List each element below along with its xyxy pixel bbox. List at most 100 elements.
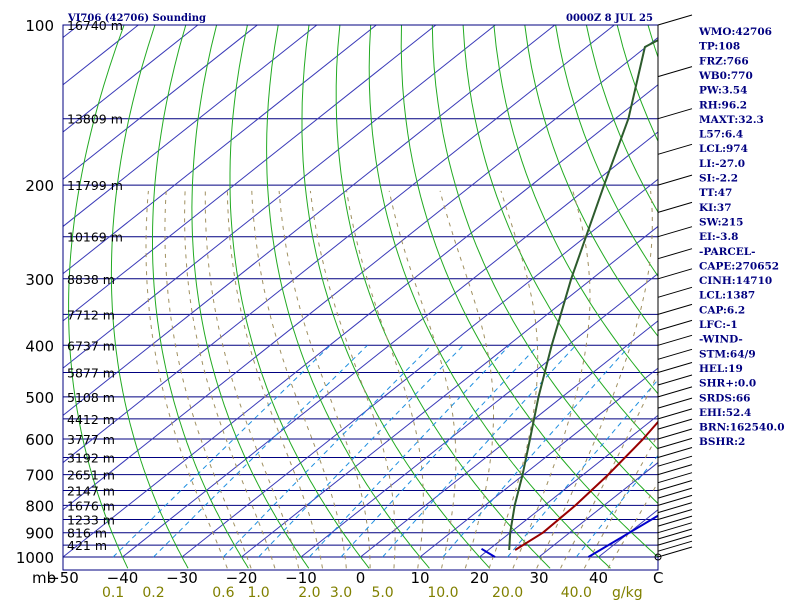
isotherm-line [63,25,496,369]
moist-adiabat-line [309,190,396,569]
height-label: 16740 m [67,18,123,33]
pressure-tick-label: 700 [25,467,54,485]
dry-adiabat-line [493,25,658,395]
profile-series-line-1 [508,39,658,551]
dry-adiabat-line [431,25,658,505]
mixing-ratio-line [507,379,658,558]
wind-barb [657,226,693,238]
mixing-ratio-tick-label: 10.0 [427,585,458,600]
wind-barb [657,509,693,520]
height-label: 2147 m [67,484,115,499]
isotherm-line [181,178,658,558]
wind-barb [657,14,693,26]
index-value: KI:37 [699,202,732,214]
mixing-ratio-line [382,344,577,558]
index-value: L57:6.4 [699,129,743,141]
moist-adiabat-line [184,190,276,569]
isotherm-line [63,25,377,275]
mixing-ratio-tick-label: 0.2 [142,585,164,600]
height-label: 1233 m [67,513,115,528]
pressure-tick-label: 400 [25,337,54,355]
temperature-unit-label: C [653,569,663,587]
wind-barb [657,268,693,280]
isotherm-line [63,25,615,464]
isotherm-line [63,25,318,228]
index-value: LCL:1387 [699,290,755,302]
isotherm-line [479,414,658,558]
index-value: TT:47 [699,187,732,199]
height-label: 4412 m [67,412,115,427]
temperature-tick-label: −40 [107,569,139,587]
isotherm-line [63,25,437,322]
wind-barb [657,472,693,484]
moist-adiabat-line [583,433,658,569]
wind-barb [657,319,693,331]
index-value: CAP:6.2 [699,304,745,316]
wind-barb [657,418,693,430]
isotherm-line [63,84,658,558]
mixing-ratio-line [442,344,631,558]
index-value: SHR+:0.0 [699,378,756,390]
dry-adiabat-line [524,25,658,338]
dry-adiabat-line [555,25,658,278]
wind-barb [657,174,693,186]
wind-barb [657,534,693,546]
wind-barb [657,464,693,476]
wind-barb [657,502,693,514]
pressure-tick-label: 800 [25,497,54,515]
height-label: 5877 m [67,366,115,381]
wind-barb [657,108,693,120]
wind-barb [657,362,693,373]
wind-barb [657,386,693,398]
isotherm-line [300,273,658,558]
wind-barb [657,455,693,467]
pressure-tick-label: 100 [25,17,54,35]
index-value: WB0:770 [698,70,753,82]
pressure-tick-label: 500 [25,389,54,407]
mixing-ratio-tick-label: 5.0 [371,585,393,600]
moist-adiabats [145,190,658,569]
wind-barb [657,248,693,260]
wind-barb [657,540,693,552]
dry-adiabat-line [229,25,370,569]
mixing-ratio-line [340,344,539,558]
dry-adiabat-line [368,25,611,569]
temperature-tick-label: 30 [529,569,548,587]
height-labels: 16740 m 13809 m 11799 m 10169 m 8838 m 7712 m… [67,18,123,553]
isotherm-line [241,225,658,558]
mixing-ratio-tick-label: 2.0 [298,585,320,600]
height-label: 8838 m [67,272,115,287]
temperature-tick-labels: −50 −40 −30 −20 −10 0 10 20 30 40 [47,569,608,587]
profile-series-line-4 [587,514,658,558]
wind-barb [657,286,693,298]
index-value: LFC:-1 [699,319,738,331]
height-label: 10169 m [67,230,123,245]
temperature-tick-label: −20 [226,569,258,587]
index-value: SW:215 [699,217,743,229]
moist-adiabat-line [439,190,494,569]
index-value: EHI:52.4 [699,407,751,419]
dry-adiabat-line [266,25,430,569]
index-value: HEL:19 [699,363,743,375]
moist-adiabat-line [488,190,539,569]
height-label: 3192 m [67,451,115,466]
isotherm-line [63,25,199,133]
temperature-tick-label: −30 [166,569,198,587]
wind-barb [657,66,693,78]
mixing-ratio-tick-label: 0.1 [102,585,124,600]
mixing-ratio-tick-label: 20.0 [492,585,523,600]
index-value: STM:64/9 [699,348,756,360]
chart-datetime: 0000Z 8 JUL 25 [566,13,653,24]
temperature-tick-label: 10 [410,569,429,587]
temperature-tick-label: 40 [589,569,608,587]
pressure-tick-label: 900 [25,525,54,543]
moist-adiabat-line [346,190,424,569]
wind-barb [657,480,693,491]
wind-barb [657,334,693,346]
mixing-ratio-tick-label: 1.0 [247,585,269,600]
moist-adiabat-line [145,190,228,569]
index-value: -PARCEL- [699,246,755,258]
temperature-tick-label: 20 [470,569,489,587]
profile-series-line-3 [480,547,496,558]
mixing-ratio-unit-label: g/kg [612,585,643,600]
